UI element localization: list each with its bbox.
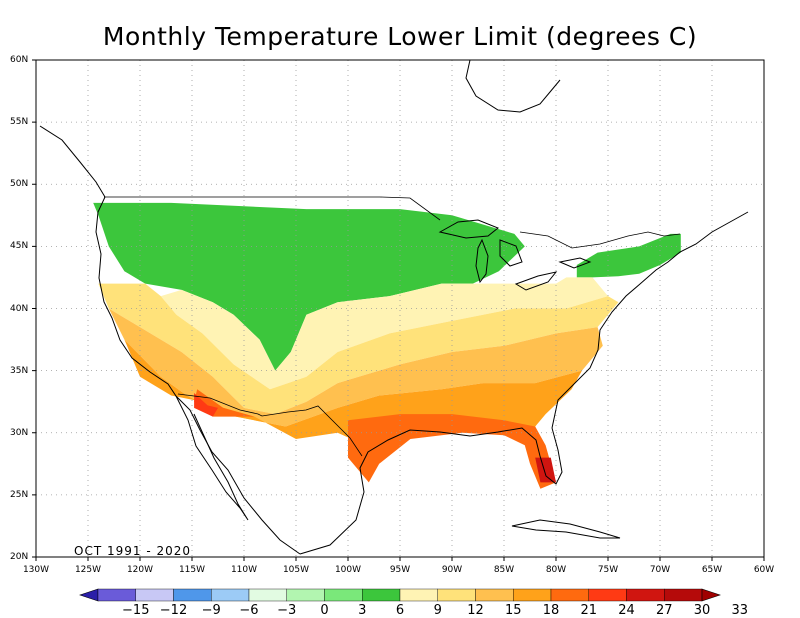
colorbar-tick-label: 12 [467,603,484,618]
lon-label: 110W [230,565,258,575]
lat-label: 50N [10,179,29,190]
colorbar-swatch [286,588,325,602]
coastlines [39,60,749,555]
zone-27c-0 [535,457,556,483]
colorbar-tick-label: −15 [122,603,150,618]
colorbar-tick-label: −9 [201,603,221,618]
zone-6c-0 [93,202,525,371]
colorbar-tick-label: 6 [395,603,405,618]
zone-6c-1 [576,233,681,278]
lon-label: 130W [22,565,50,575]
colorbar [79,588,721,602]
colorbar-tick-label: 15 [504,603,522,618]
lake-huron [499,239,523,267]
colorbar-swatch [324,588,363,602]
lon-label: 120W [126,565,154,575]
colorbar-tick-label: 24 [618,603,635,618]
map-title: Monthly Temperature Lower Limit (degrees… [102,22,698,51]
lon-label: 80W [545,565,567,575]
lon-label: 105W [282,565,310,575]
hudson-bay-coast [465,60,561,113]
period-label: OCT 1991 - 2020 [74,544,192,558]
lon-label: 115W [178,565,206,575]
colorbar-tick-label: 27 [655,603,673,618]
colorbar-tick-label: −3 [277,603,297,618]
gulf-coastline [299,427,563,555]
colorbar-swatch [626,588,665,602]
zone-21c-1 [348,414,556,489]
lon-label: 100W [334,565,362,575]
zone-15c-0 [108,308,603,427]
colorbar-swatch [588,588,627,602]
colorbar-tick-label: −12 [159,603,188,618]
colorbar-tick-label: 18 [542,603,560,618]
colorbar-tick-label: 9 [433,603,442,618]
colorbar-swatch [173,588,212,602]
temperature-zones [93,202,681,489]
colorbar-tick-label: 3 [358,603,367,618]
lon-label: 125W [74,565,102,575]
lat-label: 30N [10,427,29,438]
colorbar-swatch [664,588,703,602]
lat-label: 40N [10,303,29,314]
lat-label: 45N [10,241,29,252]
lat-label: 35N [10,365,29,376]
zone-9c-0 [160,277,609,390]
canada-coastline [39,125,106,198]
lat-label: 20N [10,552,29,562]
colorbar-tick-label: 0 [320,603,329,618]
colorbar-low-arrow [79,588,99,602]
us-canada-border [104,196,681,249]
colorbar-tick-label: 30 [693,603,711,618]
baja-coastline [175,395,249,521]
colorbar-swatch [97,588,136,602]
colorbar-swatch [475,588,514,602]
lat-label: 55N [10,117,29,128]
lake-ontario [558,257,592,269]
colorbar-swatch [550,588,589,602]
cuba-coastline [511,519,621,539]
lon-label: 65W [701,565,723,575]
zone-24c-0 [194,393,218,417]
colorbar-tick-label: 33 [731,603,749,618]
lon-label: 60W [753,565,775,575]
lon-label: 95W [389,565,411,575]
colorbar-tick-label: 21 [580,603,598,618]
zone-12c-0 [98,283,619,415]
lon-label: 75W [597,565,619,575]
lon-label: 90W [441,565,463,575]
colorbar-swatch [437,588,476,602]
lon-label: 85W [493,565,515,575]
lat-label: 25N [10,489,29,500]
lake-erie [514,271,558,291]
colorbar-high-arrow [701,588,721,602]
colorbar-swatch [399,588,438,602]
colorbar-swatch [211,588,250,602]
colorbar-tick-label: −6 [239,603,259,618]
lat-label: 60N [10,55,29,65]
colorbar-swatch [135,588,174,602]
pacific-coastline [95,196,301,555]
colorbar-swatch [513,588,552,602]
lon-label: 70W [649,565,671,575]
atlantic-coastline [551,211,749,429]
colorbar-swatch [248,588,287,602]
colorbar-swatch [362,588,401,602]
lake-superior [438,219,499,239]
lake-michigan [475,238,489,284]
political-boundaries [104,196,681,457]
us-mexico-border [177,393,363,457]
